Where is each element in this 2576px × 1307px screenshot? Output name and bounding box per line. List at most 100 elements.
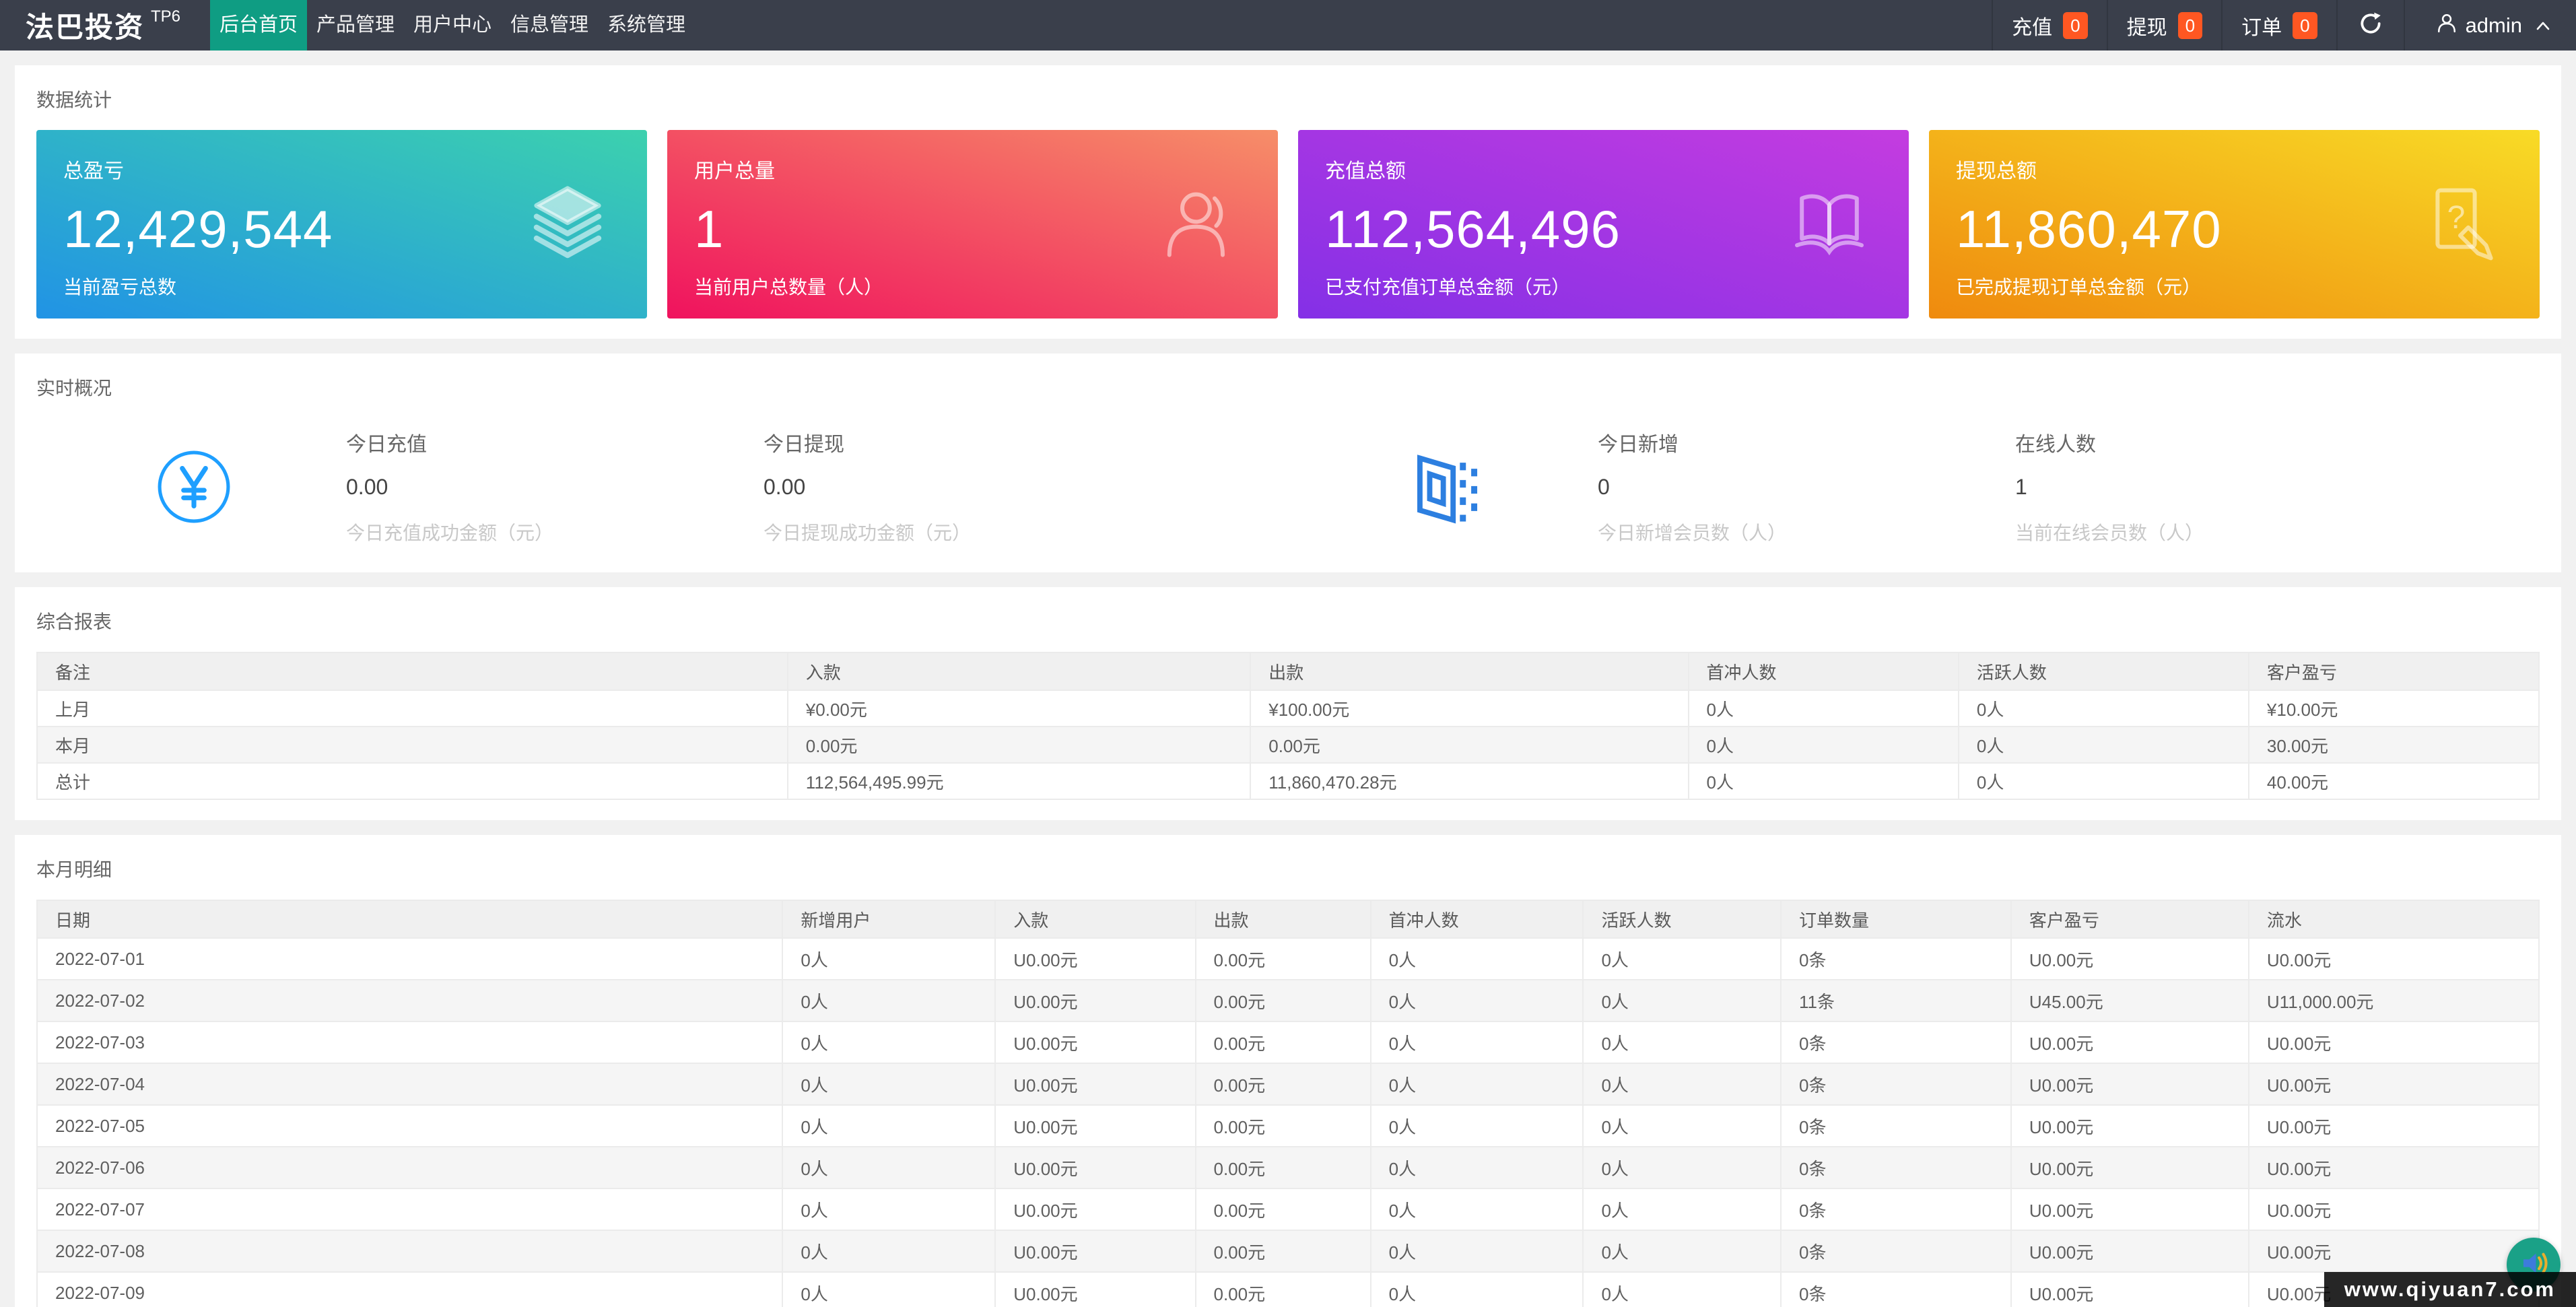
- card-desc: 当前用户总数量（人）: [694, 273, 883, 300]
- counter-label: 充值: [2012, 11, 2052, 40]
- table-cell: 0人: [1371, 1230, 1584, 1272]
- metric-label: 在线人数: [2015, 428, 2204, 457]
- table-cell: 0人: [1583, 1105, 1781, 1147]
- table-cell: 0.00元: [1196, 938, 1371, 980]
- refresh-icon: [2358, 11, 2383, 40]
- stat-card-users: 用户总量 1 当前用户总数量（人）: [667, 130, 1278, 319]
- table-cell: 0人: [1583, 938, 1781, 980]
- table-cell: 0人: [782, 1230, 995, 1272]
- table-cell: 0条: [1781, 1272, 2011, 1307]
- refresh-button[interactable]: [2336, 0, 2404, 51]
- column-header: 日期: [37, 900, 782, 938]
- column-header: 首冲人数: [1371, 900, 1584, 938]
- nav-tab-1[interactable]: 产品管理: [307, 0, 404, 51]
- table-row: 2022-07-020人U0.00元0.00元0人0人11条U45.00元U11…: [37, 980, 2539, 1021]
- table-cell: 0条: [1781, 1063, 2011, 1105]
- table-cell: 0人: [1583, 1063, 1781, 1105]
- table-row: 2022-07-070人U0.00元0.00元0人0人0条U0.00元U0.00…: [37, 1188, 2539, 1230]
- nav-tab-0[interactable]: 后台首页: [210, 0, 307, 51]
- user-menu[interactable]: admin: [2404, 0, 2576, 51]
- username: admin: [2466, 13, 2522, 38]
- table-cell: 2022-07-06: [37, 1147, 782, 1188]
- main-menu: 后台首页产品管理用户中心信息管理系统管理: [210, 0, 695, 51]
- metric-today-withdraw: 今日提现 0.00 今日提现成功金额（元）: [764, 428, 971, 545]
- table-cell: 0人: [782, 1272, 995, 1307]
- table-cell: ¥10.00元: [2249, 690, 2539, 727]
- table-cell: U0.00元: [995, 1147, 1195, 1188]
- report-table-head: 备注入款出款首冲人数活跃人数客户盈亏: [37, 652, 2539, 690]
- table-cell: 0人: [1583, 1147, 1781, 1188]
- column-header: 入款: [995, 900, 1195, 938]
- table-cell: 2022-07-08: [37, 1230, 782, 1272]
- table-row: 2022-07-080人U0.00元0.00元0人0人0条U0.00元U0.00…: [37, 1230, 2539, 1272]
- counter-label: 订单: [2241, 11, 2282, 40]
- table-row: 本月0.00元0.00元0人0人30.00元: [37, 727, 2539, 763]
- yen-circle-icon: [156, 449, 232, 525]
- table-cell: U0.00元: [995, 1063, 1195, 1105]
- nav-tab-3[interactable]: 信息管理: [501, 0, 598, 51]
- topbar-counter-1[interactable]: 提现0: [2107, 0, 2221, 51]
- chevron-up-icon: [2534, 13, 2552, 38]
- topbar-counter-0[interactable]: 充值 0: [1992, 0, 2106, 51]
- table-cell: 0人: [1371, 938, 1584, 980]
- table-cell: 0条: [1781, 1147, 2011, 1188]
- table-cell: U0.00元: [995, 1188, 1195, 1230]
- table-cell: 0人: [1583, 1188, 1781, 1230]
- topbar-counter-2[interactable]: 订单0: [2221, 0, 2336, 51]
- table-cell: U11,000.00元: [2249, 980, 2539, 1021]
- table-cell: 0.00元: [1250, 727, 1688, 763]
- card-title: 用户总量: [694, 154, 1251, 184]
- report-table: 备注入款出款首冲人数活跃人数客户盈亏 上月¥0.00元¥100.00元0人0人¥…: [36, 652, 2540, 800]
- realtime-member-group: 今日新增 0 今日新增会员数（人） 在线人数 1 当前在线会员数（人）: [1288, 428, 2540, 545]
- nav-tab-4[interactable]: 系统管理: [598, 0, 695, 51]
- table-cell: 11,860,470.28元: [1250, 763, 1688, 799]
- layers-icon: [527, 184, 608, 265]
- metric-value: 0.00: [346, 475, 656, 500]
- table-cell: 0条: [1781, 938, 2011, 980]
- table-cell: 0人: [1689, 727, 1959, 763]
- report-panel: 综合报表 备注入款出款首冲人数活跃人数客户盈亏 上月¥0.00元¥100.00元…: [15, 587, 2561, 820]
- table-cell: 总计: [37, 763, 788, 799]
- metric-desc: 当前在线会员数（人）: [2015, 518, 2204, 545]
- table-cell: 0人: [782, 1147, 995, 1188]
- table-row: 2022-07-090人U0.00元0.00元0人0人0条U0.00元U0.00…: [37, 1272, 2539, 1307]
- table-cell: 0.00元: [1196, 980, 1371, 1021]
- card-title: 充值总额: [1325, 154, 1882, 184]
- detail-section-title: 本月明细: [36, 855, 2540, 882]
- metric-label: 今日新增: [1598, 428, 1907, 457]
- nav-tab-2[interactable]: 用户中心: [404, 0, 501, 51]
- topbar-counters: 充值 0 提现0订单0: [1992, 0, 2336, 51]
- table-cell: 30.00元: [2249, 727, 2539, 763]
- realtime-panel: 实时概况 今日充值 0.00 今日充值成功金额（元） 今日提现 0.00: [15, 354, 2561, 572]
- page-content: 数据统计 总盈亏 12,429,544 当前盈亏总数 用户总量 1: [0, 51, 2576, 1307]
- detail-table-body: 2022-07-010人U0.00元0.00元0人0人0条U0.00元U0.00…: [37, 938, 2539, 1307]
- detail-panel: 本月明细 日期新增用户入款出款首冲人数活跃人数订单数量客户盈亏流水 2022-0…: [15, 835, 2561, 1307]
- navbar-right: 充值 0 提现0订单0 admin: [1992, 0, 2576, 51]
- brand-logo[interactable]: 法巴投资 TP6: [0, 0, 210, 51]
- detail-table-head: 日期新增用户入款出款首冲人数活跃人数订单数量客户盈亏流水: [37, 900, 2539, 938]
- card-desc: 当前盈亏总数: [63, 273, 176, 300]
- table-cell: U0.00元: [2249, 1188, 2539, 1230]
- table-cell: U0.00元: [2249, 1063, 2539, 1105]
- table-cell: 0人: [1583, 1021, 1781, 1063]
- column-header: 流水: [2249, 900, 2539, 938]
- column-header: 活跃人数: [1583, 900, 1781, 938]
- table-cell: U0.00元: [995, 980, 1195, 1021]
- table-cell: 上月: [37, 690, 788, 727]
- table-cell: 0条: [1781, 1188, 2011, 1230]
- card-title: 提现总额: [1956, 154, 2513, 184]
- metric-today-recharge: 今日充值 0.00 今日充值成功金额（元）: [346, 428, 656, 545]
- table-cell: U0.00元: [2011, 1230, 2249, 1272]
- table-cell: 0人: [782, 1188, 995, 1230]
- report-section-title: 综合报表: [36, 607, 2540, 634]
- column-header: 订单数量: [1781, 900, 2011, 938]
- counter-badge: 0: [2063, 12, 2087, 39]
- column-header: 首冲人数: [1689, 652, 1959, 690]
- stat-card-recharge: 充值总额 112,564,496 已支付充值订单总金额（元）: [1298, 130, 1909, 319]
- table-cell: 2022-07-07: [37, 1188, 782, 1230]
- table-cell: 0人: [1959, 727, 2249, 763]
- table-cell: 2022-07-05: [37, 1105, 782, 1147]
- table-cell: 0条: [1781, 1021, 2011, 1063]
- table-cell: 112,564,495.99元: [788, 763, 1250, 799]
- table-cell: 11条: [1781, 980, 2011, 1021]
